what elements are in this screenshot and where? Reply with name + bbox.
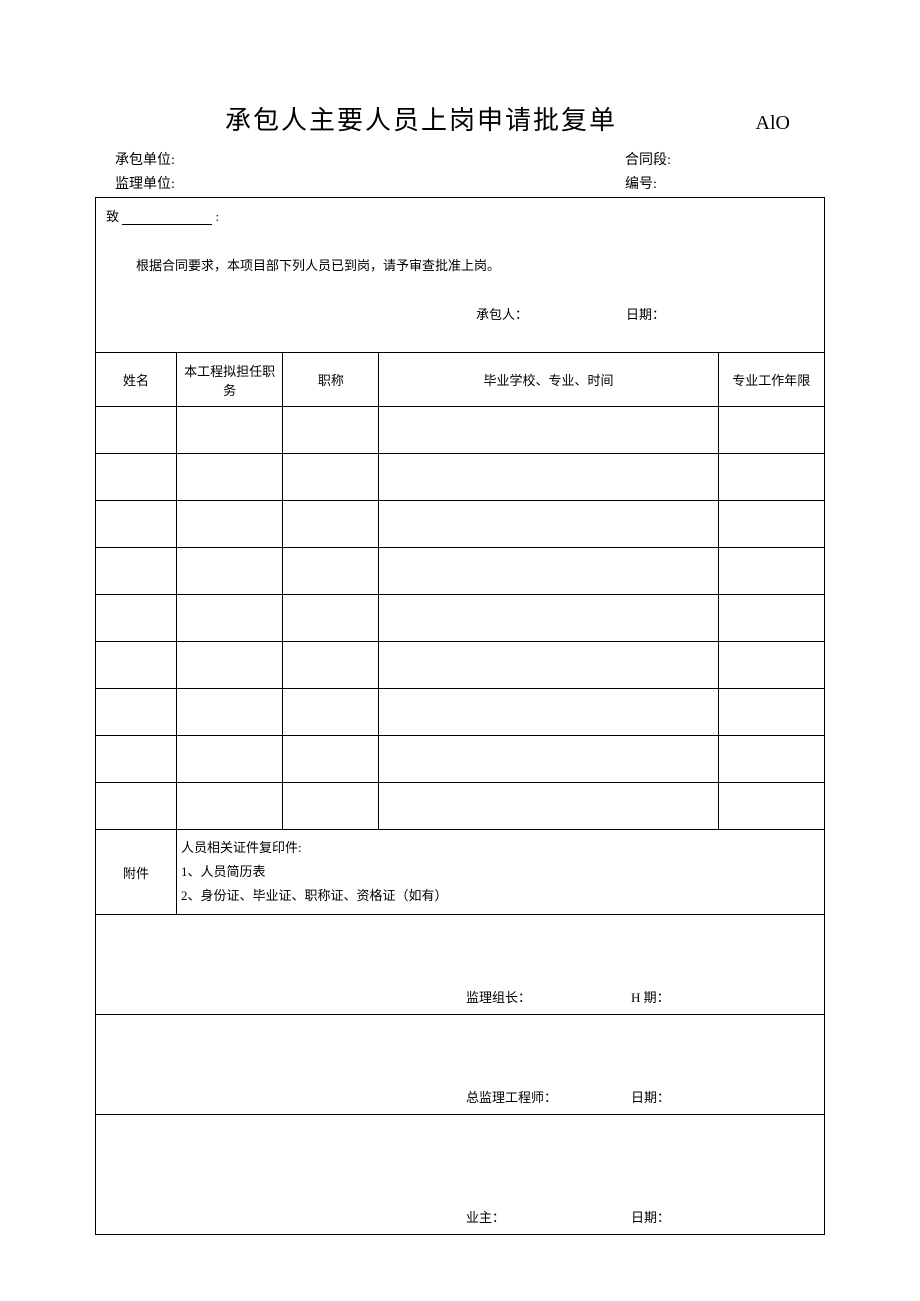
cell-years [718,736,824,783]
table-row [96,501,825,548]
cell-years [718,689,824,736]
supervision-unit-label: 监理单位: [115,177,175,192]
approval-date-label: 日期： [631,1210,670,1225]
col-duty-header: 本工程拟担任职务 [176,353,282,407]
cell-school [379,548,718,595]
cell-duty [176,548,282,595]
cell-title [283,783,379,830]
intro-to-suffix: : [216,209,220,224]
col-name-header: 姓名 [96,353,177,407]
cell-title [283,501,379,548]
cell-school [379,783,718,830]
table-row [96,642,825,689]
cell-name [96,595,177,642]
approval-date-label: 日期： [631,1090,670,1105]
cell-title [283,689,379,736]
approval-date-label: H 期： [631,990,670,1005]
cell-duty [176,501,282,548]
attachment-line1: 人员相关证件复印件: [181,836,820,860]
approval-chief-engineer: 总监理工程师： 日期： [96,1015,825,1115]
approval-supervisor-leader: 监理组长： H 期： [96,915,825,1015]
contractor-unit-label: 承包单位: [115,153,175,168]
table-row [96,454,825,501]
approval-role-label: 监理组长： [466,990,531,1005]
cell-title [283,454,379,501]
table-row [96,783,825,830]
approval-role-label: 总监理工程师： [466,1090,557,1105]
cell-title [283,407,379,454]
cell-years [718,595,824,642]
attachment-line2: 1、人员简历表 [181,860,820,884]
page-title: 承包人主要人员上岗申请批复单 [225,100,617,137]
cell-name [96,548,177,595]
table-row [96,689,825,736]
approval-role-label: 业主： [466,1210,505,1225]
cell-duty [176,642,282,689]
table-header-row: 姓名 本工程拟担任职务 职称 毕业学校、专业、时间 专业工作年限 [96,353,825,407]
cell-name [96,736,177,783]
cell-duty [176,736,282,783]
header-info: 承包单位: 合同段: 监理单位: 编号: [115,149,825,197]
serial-no-label: 编号: [625,177,657,192]
cell-duty [176,689,282,736]
cell-years [718,501,824,548]
contractor-date-label: 日期： [626,307,665,322]
cell-name [96,689,177,736]
col-title-header: 职称 [283,353,379,407]
cell-title [283,548,379,595]
cell-name [96,501,177,548]
cell-school [379,407,718,454]
table-row [96,595,825,642]
cell-name [96,642,177,689]
cell-duty [176,595,282,642]
cell-school [379,454,718,501]
main-table: 致 : 根据合同要求，本项目部下列人员已到岗，请予审查批准上岗。 承包人： 日期… [95,197,825,1235]
intro-to-prefix: 致 [106,209,119,224]
intro-cell: 致 : 根据合同要求，本项目部下列人员已到岗，请予审查批准上岗。 承包人： 日期… [96,198,825,353]
form-code: AlO [756,112,790,135]
cell-school [379,689,718,736]
cell-name [96,407,177,454]
cell-school [379,642,718,689]
attachment-row: 附件 人员相关证件复印件: 1、人员简历表 2、身份证、毕业证、职称证、资格证（… [96,830,825,915]
cell-years [718,454,824,501]
cell-years [718,642,824,689]
intro-body: 根据合同要求，本项目部下列人员已到岗，请予审查批准上岗。 [136,255,814,274]
contractor-signer-label: 承包人： [476,307,528,322]
contract-section-label: 合同段: [625,153,671,168]
cell-title [283,736,379,783]
attachment-label: 附件 [96,830,177,915]
cell-years [718,548,824,595]
cell-name [96,454,177,501]
table-row [96,407,825,454]
cell-years [718,783,824,830]
cell-years [718,407,824,454]
attachment-line3: 2、身份证、毕业证、职称证、资格证（如有） [181,884,820,908]
approval-owner: 业主： 日期： [96,1115,825,1235]
cell-school [379,736,718,783]
cell-name [96,783,177,830]
cell-school [379,501,718,548]
cell-duty [176,454,282,501]
cell-duty [176,407,282,454]
cell-title [283,595,379,642]
col-school-header: 毕业学校、专业、时间 [379,353,718,407]
intro-to-value [122,224,212,225]
cell-school [379,595,718,642]
col-years-header: 专业工作年限 [718,353,824,407]
table-row [96,548,825,595]
cell-title [283,642,379,689]
attachment-content: 人员相关证件复印件: 1、人员简历表 2、身份证、毕业证、职称证、资格证（如有） [176,830,824,915]
table-row [96,736,825,783]
cell-duty [176,783,282,830]
